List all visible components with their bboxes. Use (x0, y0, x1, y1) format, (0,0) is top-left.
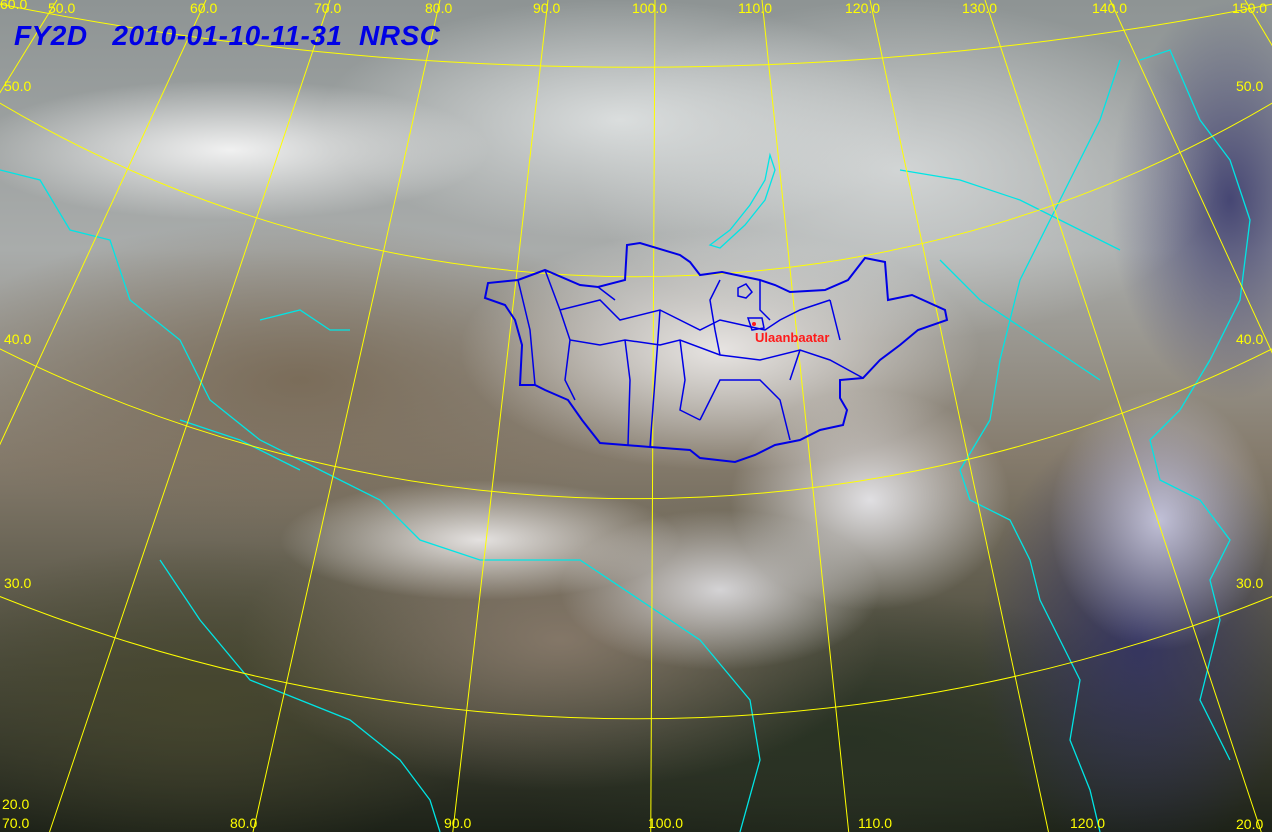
latitude-line (0, 102, 1272, 278)
lon-label-top: 110.0 (738, 0, 772, 16)
coastline (159, 309, 441, 832)
lon-label-bottom: 80.0 (230, 815, 258, 831)
ulaanbaatar-boundary (746, 317, 765, 331)
lon-label-bottom: 70.0 (2, 815, 30, 831)
lon-label-top: 120.0 (845, 0, 881, 16)
lon-label-top: 150.0 (1232, 0, 1268, 16)
mongolia-boundaries (483, 241, 949, 464)
lon-label-bottom: 90.0 (444, 815, 472, 831)
lat-label-left: 30.0 (4, 575, 32, 591)
latitude-line (0, 595, 1272, 720)
province-borders (517, 269, 864, 448)
coastline (899, 169, 1121, 381)
lon-label-top: 80.0 (425, 0, 453, 16)
lat-label-left: 40.0 (4, 331, 32, 347)
longitude-line (49, 0, 331, 832)
coastlines (0, 49, 1251, 832)
longitude-line (0, 0, 58, 94)
ulaanbaatar-marker (752, 322, 756, 326)
province-borders (737, 283, 753, 299)
lat-label-right: 20.0 (1236, 816, 1264, 832)
latitude-line (0, 348, 1272, 500)
lat-label-left: 60.0 (0, 0, 28, 12)
lon-label-top: 140.0 (1092, 0, 1128, 16)
longitude-line (0, 0, 207, 446)
lon-label-top: 50.0 (48, 0, 76, 16)
coastline (1139, 49, 1251, 761)
lat-label-right: 30.0 (1236, 575, 1264, 591)
coastline (959, 59, 1121, 832)
longitude-line (1109, 0, 1272, 354)
lat-label-right: 50.0 (1236, 78, 1264, 94)
lat-label-left: 50.0 (4, 78, 32, 94)
lon-label-bottom: 120.0 (1070, 815, 1106, 831)
lon-label-top: 90.0 (533, 0, 561, 16)
coastline (0, 169, 761, 832)
longitude-line (252, 0, 441, 832)
lon-label-top: 130.0 (962, 0, 998, 16)
lon-label-top: 100.0 (632, 0, 668, 16)
lat-label-left: 20.0 (2, 796, 30, 812)
longitude-line (1244, 0, 1272, 47)
longitude-line (452, 0, 549, 832)
longitude-line (869, 0, 1049, 832)
lon-label-top: 70.0 (314, 0, 342, 16)
city-label-ulaanbaatar: Ulaanbaatar (755, 330, 830, 345)
longitude-line (761, 0, 850, 832)
image-title: FY2D 2010-01-10-11-31 NRSC (14, 20, 441, 51)
lat-label-right: 40.0 (1236, 331, 1264, 347)
lon-label-bottom: 100.0 (648, 815, 684, 831)
mongolia-border (483, 241, 949, 464)
lon-label-top: 60.0 (190, 0, 218, 16)
lon-label-bottom: 110.0 (858, 815, 892, 831)
latitude-line (0, 3, 1272, 68)
lake-baikal (708, 152, 776, 249)
longitude-line (984, 0, 1262, 832)
